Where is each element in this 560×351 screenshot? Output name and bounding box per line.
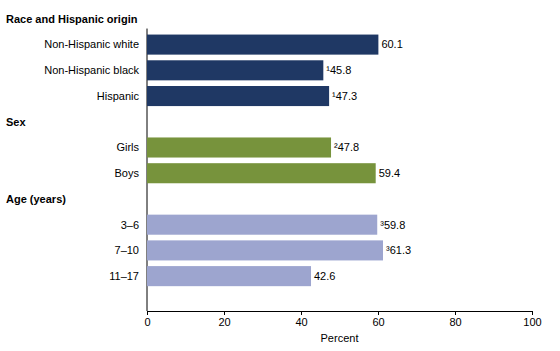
data-label: 59.4 [379, 167, 400, 179]
x-tick: 40 [295, 311, 307, 328]
x-tick-label: 100 [523, 316, 541, 328]
x-tick: 0 [144, 311, 150, 328]
x-axis: 0 20 40 60 80 100 [144, 311, 541, 328]
x-tick-mark [301, 311, 302, 315]
data-label: ²47.8 [334, 141, 359, 153]
bar [147, 163, 376, 183]
x-tick-mark [532, 311, 533, 315]
category-label: Girls [116, 141, 139, 153]
bar [147, 60, 323, 80]
x-tick-mark [378, 311, 379, 315]
x-tick-label: 0 [144, 316, 150, 328]
chart: 60.1 ¹45.8 ¹47.3 ²47.8 59.4 ³59.8 ³61.3 42.6 0 20… [0, 0, 560, 351]
group-header: Sex [6, 116, 26, 128]
bar [147, 137, 331, 157]
data-labels: 60.1 ¹45.8 ¹47.3 ²47.8 59.4 ³59.8 ³61.3 42.6 [314, 38, 411, 282]
data-label: 60.1 [381, 38, 402, 50]
x-tick-mark [147, 311, 148, 315]
data-label: ¹47.3 [332, 90, 357, 102]
x-axis-line [148, 312, 533, 316]
x-tick-label: 80 [449, 316, 461, 328]
x-tick: 100 [523, 311, 541, 328]
x-tick-label: 20 [218, 316, 230, 328]
x-tick-label: 40 [295, 316, 307, 328]
x-tick: 20 [218, 311, 230, 328]
bar [147, 266, 311, 286]
bars [147, 35, 383, 287]
data-label: ³59.8 [380, 219, 405, 231]
group-header: Age (years) [6, 193, 66, 205]
x-tick-mark [224, 311, 225, 315]
category-labels: Race and Hispanic origin Non-Hispanic whi… [6, 13, 139, 282]
data-label: 42.6 [314, 270, 335, 282]
group-header: Race and Hispanic origin [6, 13, 138, 25]
x-axis-title: Percent [321, 332, 359, 344]
category-label: 7–10 [115, 244, 139, 256]
category-label: Hispanic [97, 90, 140, 102]
category-label: Non-Hispanic black [44, 64, 139, 76]
x-tick: 60 [372, 311, 384, 328]
bar [147, 215, 377, 235]
bar [147, 86, 329, 106]
x-tick-label: 60 [372, 316, 384, 328]
x-tick-mark [455, 311, 456, 315]
category-label: 3–6 [121, 219, 139, 231]
data-label: ³61.3 [386, 244, 411, 256]
data-label: ¹45.8 [326, 64, 351, 76]
plot: 60.1 ¹45.8 ¹47.3 ²47.8 59.4 ³59.8 ³61.3 42.6 0 20… [144, 29, 541, 328]
category-label: Boys [115, 167, 140, 179]
bar [147, 240, 383, 260]
category-label: Non-Hispanic white [44, 38, 139, 50]
bar [147, 35, 378, 55]
category-label: 11–17 [109, 270, 139, 282]
x-tick: 80 [449, 311, 461, 328]
